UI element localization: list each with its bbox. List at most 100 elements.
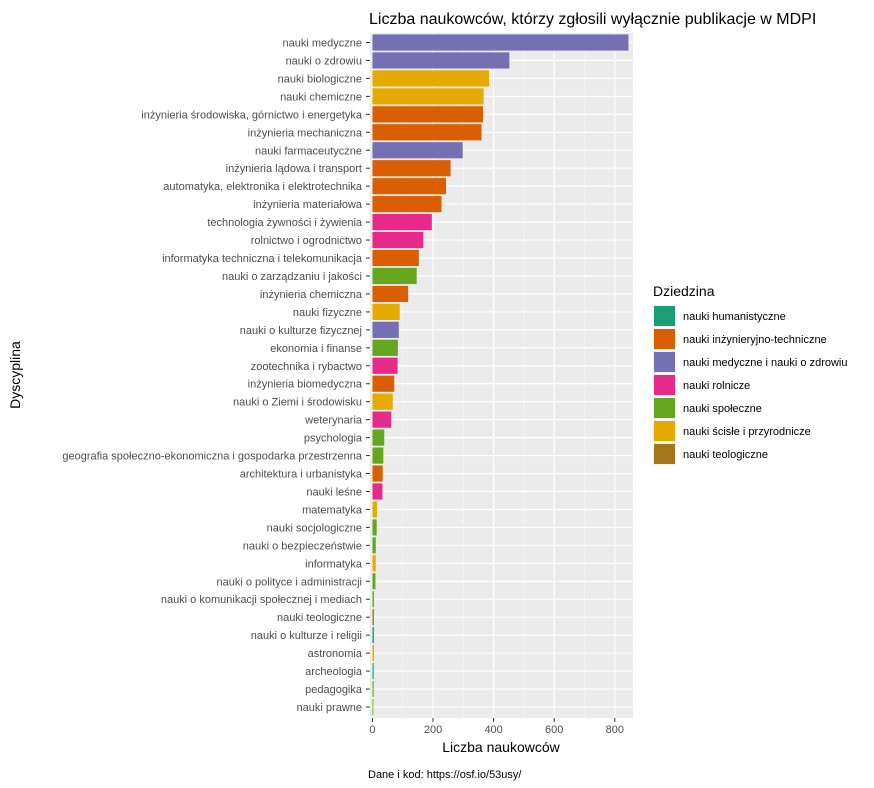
bar [372,142,463,159]
x-tick-label: 200 [424,724,442,736]
bar [372,447,384,464]
chart-title: Liczba naukowców, którzy zgłosili wyłącz… [369,11,816,28]
y-tick-label: architektura i urbanistyka [240,469,363,481]
legend-swatch [654,421,675,441]
legend-swatch [654,306,675,326]
y-tick-label: nauki o bezpieczeństwie [243,540,362,552]
bar [372,429,385,446]
bar [372,52,510,69]
y-tick-label: inżynieria chemiczna [260,289,363,301]
bar [372,339,398,356]
legend-swatch [654,398,675,418]
y-tick-label: inżynieria mechaniczna [248,127,363,139]
legend-swatch [654,352,675,372]
bar [372,698,374,716]
y-tick-label: nauki fizyczne [293,307,362,319]
bar [372,267,417,285]
y-tick-label: inżynieria lądowa i transport [226,163,362,175]
bar [372,249,419,267]
y-tick-label: informatyka [305,558,363,570]
bar [372,501,377,518]
x-tick-label: 600 [545,724,563,736]
legend-label: nauki społeczne [683,403,762,415]
bar [372,106,484,123]
bar [372,303,400,320]
x-axis-title: Liczba naukowców [442,739,560,755]
legend-swatch [654,329,675,349]
bar [372,375,395,392]
legend-label: nauki ścisłe i przyrodnicze [683,426,811,438]
y-tick-label: nauki o komunikacji społecznej i mediach [161,594,362,606]
y-tick-label: inżynieria biomedyczna [248,379,363,391]
bar [372,160,451,177]
legend-title: Dziedzina [653,283,715,299]
y-tick-label: nauki leśne [306,486,362,498]
y-axis-title: Dyscyplina [7,341,23,409]
bar [372,537,376,554]
bar [372,214,432,231]
y-tick-label: ekonomia i finanse [270,343,362,355]
y-tick-labels: nauki medyczne nauki o zdrowiu nauki biolo… [62,38,370,714]
y-tick-label: weterynaria [304,415,363,427]
legend-label: nauki teologiczne [683,449,768,461]
caption: Dane i kod: https://osf.io/53usy/ [368,769,522,781]
y-tick-label: geografia społeczno-ekonomiczna i gospod… [62,451,363,463]
bar [372,519,377,536]
y-tick-label: nauki socjologiczne [267,522,362,534]
x-tick-label: 800 [606,724,624,736]
bar [372,70,490,87]
bar [372,357,398,374]
bar [372,465,383,482]
y-tick-label: nauki farmaceutyczne [255,145,362,157]
x-tick-labels: 0 200 400 600 800 [369,718,624,736]
y-tick-label: nauki o zdrowiu [286,55,362,67]
legend-label: nauki rolnicze [683,380,750,392]
y-tick-label: inżynieria środowiska, górnictwo i energ… [141,109,363,121]
y-tick-label: zootechnika i rybactwo [251,361,362,373]
legend-swatch [654,375,675,395]
y-tick-label: nauki teologiczne [277,612,362,624]
y-tick-label: psychologia [304,433,363,445]
bar [372,411,392,428]
bars [372,34,629,716]
y-tick-label: automatyka, elektronika i elektrotechnik… [163,181,363,193]
y-tick-label: nauki o polityce i administracji [216,576,362,588]
y-tick-label: informatyka techniczna i telekomunikacja [162,253,363,265]
bar [372,680,374,698]
bar [372,662,374,680]
y-tick-label: nauki o Ziemi i środowisku [233,397,362,409]
bar [372,34,629,51]
y-tick-label: nauki prawne [297,702,362,714]
y-tick-label: nauki biologiczne [278,73,362,85]
bar [372,627,374,644]
legend-swatch [654,444,675,464]
bar [372,196,442,213]
x-tick-label: 0 [369,724,375,736]
y-tick-label: nauki o kulturze i religii [251,630,362,642]
y-tick-label: archeologia [305,666,363,678]
legend-label: nauki medyczne i nauki o zdrowiu [683,357,847,369]
bar [372,483,383,500]
y-tick-label: nauki o kulturze fizycznej [240,325,362,337]
bar [372,591,374,608]
y-tick-label: nauki chemiczne [280,91,362,103]
bar [372,321,399,338]
bar [372,573,376,590]
y-tick-label: astronomia [308,648,363,660]
bar [372,393,393,410]
bar [372,124,482,141]
bar [372,555,376,572]
y-tick-label: inżynieria materiałowa [253,199,363,211]
bar [372,609,374,626]
bar [372,285,409,303]
legend-label: nauki inżynieryjno-techniczne [683,334,827,346]
bar [372,645,374,662]
x-tick-label: 400 [484,724,502,736]
legend-label: nauki humanistyczne [683,311,786,323]
y-tick-label: nauki o zarządzaniu i jakości [222,271,362,283]
bar [372,231,424,249]
y-tick-label: matematyka [302,504,363,516]
legend: nauki humanistyczne nauki inżynieryjno-te… [653,305,847,465]
y-tick-label: nauki medyczne [283,38,363,50]
